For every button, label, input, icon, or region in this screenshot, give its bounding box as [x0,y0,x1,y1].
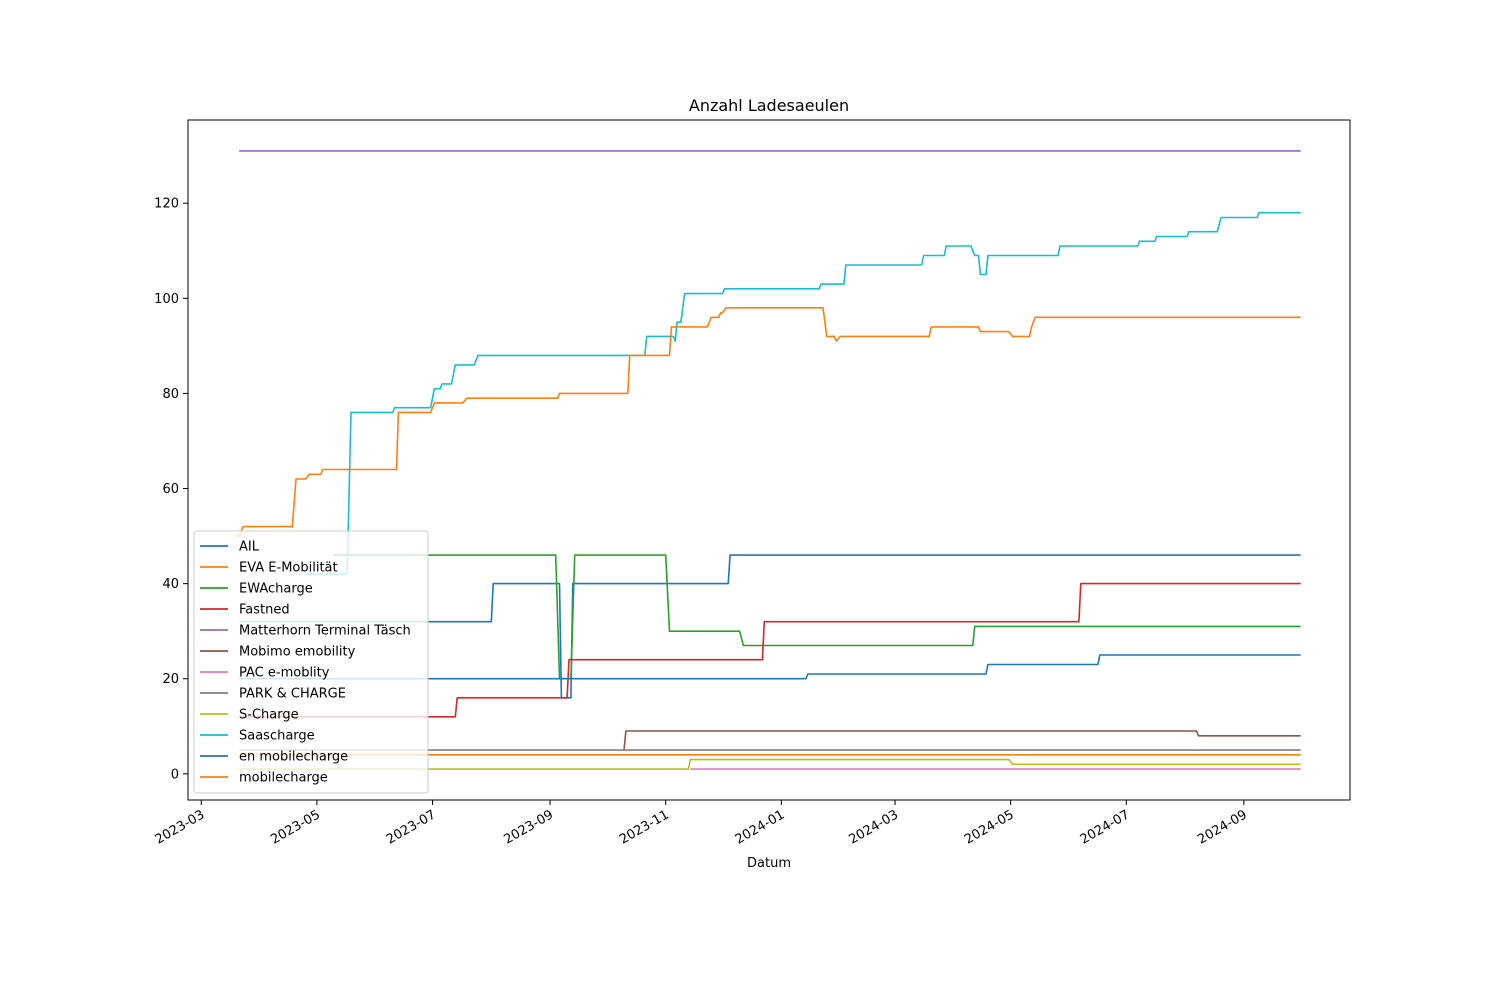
legend-box [193,530,429,794]
x-tick-label: 2024-01 [733,807,788,847]
legend-label: Saascharge [239,729,315,744]
legend-label: Fastned [239,603,290,618]
legend-label: Matterhorn Terminal Täsch [239,624,411,639]
legend-label: en mobilecharge [239,750,348,765]
series-line-11 [235,306,1301,537]
series-line-2 [334,554,1301,680]
y-tick-label: 0 [171,767,179,782]
series-line-10 [239,654,1301,680]
legend-label: mobilecharge [239,771,328,786]
x-tick-label: 2023-03 [153,807,208,847]
y-tick-label: 120 [154,197,179,212]
series-layer [235,150,1301,770]
y-tick-label: 60 [162,482,179,497]
series-line-9 [305,211,1301,575]
x-tick-label: 2023-11 [617,807,672,847]
legend-label: Mobimo emobility [239,645,356,660]
x-tick-label: 2024-05 [962,807,1017,847]
x-tick-label: 2023-07 [384,807,439,847]
legend-label: PARK & CHARGE [239,687,346,702]
legend: AIL EVA E-Mobilität EWAcharge Fastned Matter… [193,530,429,794]
plot-frame [187,119,1351,801]
y-tick-label: 100 [154,292,179,307]
legend-label: PAC e-moblity [239,666,330,681]
legend-label: AIL [239,540,260,555]
y-tick-label: 40 [162,577,179,592]
legend-label: EVA E-Mobilität [239,561,338,576]
series-line-3 [239,582,1301,718]
x-tick-label: 2023-05 [268,807,323,847]
legend-label: EWAcharge [239,582,313,597]
x-tick-label: 2023-09 [502,807,557,847]
series-line-5 [623,730,1301,751]
y-tick-label: 20 [162,672,179,687]
chart-title: Anzahl Ladesaeulen [689,96,849,115]
legend-label: S-Charge [239,708,299,723]
x-tick-label: 2024-03 [847,807,902,847]
x-axis-label: Datum [747,856,791,871]
x-tick-label: 2024-09 [1195,807,1250,847]
x-tick-label: 2024-07 [1078,807,1133,847]
y-tick-label: 80 [162,387,179,402]
series-line-8 [239,758,1301,770]
